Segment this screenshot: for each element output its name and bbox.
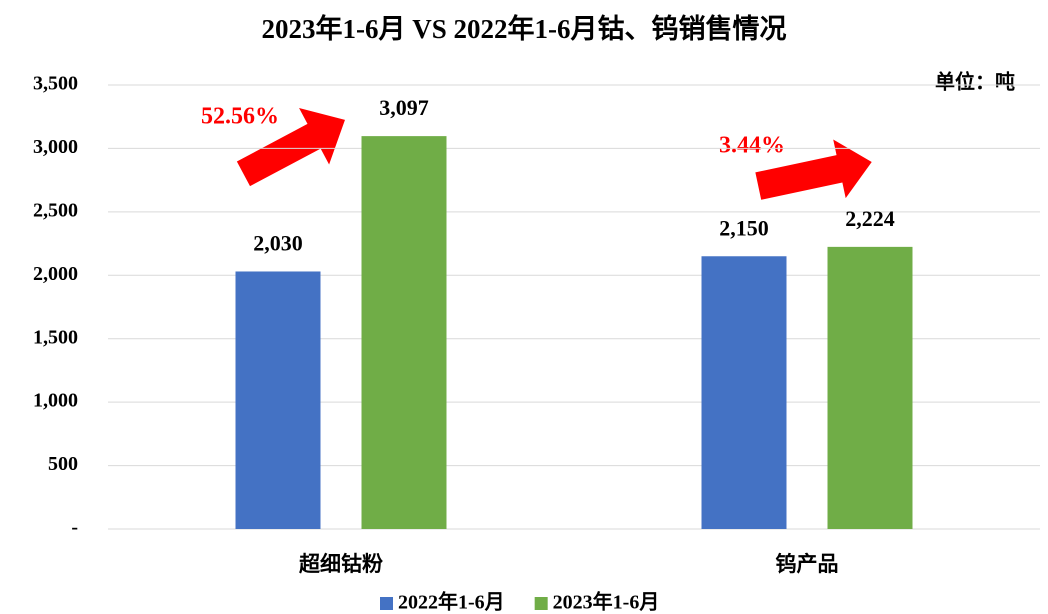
y-tick-label: 2,000 xyxy=(33,263,78,285)
x-tick-label: 钨产品 xyxy=(776,552,839,576)
legend-swatch xyxy=(534,597,548,610)
y-tick-label: 3,000 xyxy=(33,136,78,158)
bar xyxy=(235,271,321,529)
arrow xyxy=(236,108,345,187)
bar xyxy=(701,256,787,529)
bar xyxy=(361,136,447,530)
y-tick-label: 1,000 xyxy=(33,390,78,412)
legend-label: 2023年1-6月 xyxy=(553,590,660,614)
unit-label: 单位：吨 xyxy=(935,70,1015,94)
annotation: 3.44% xyxy=(719,133,785,159)
y-tick-label: - xyxy=(71,517,78,539)
bar xyxy=(827,246,913,529)
y-tick-label: 2,500 xyxy=(33,199,78,221)
y-tick-label: 1,500 xyxy=(33,326,78,348)
data-label: 3,097 xyxy=(379,95,429,120)
chart-title: 2023年1-6月 VS 2022年1-6月钴、钨销售情况 xyxy=(262,13,787,44)
data-label: 2,150 xyxy=(719,215,769,240)
x-tick-label: 超细钴粉 xyxy=(299,552,383,576)
annotation: 52.56% xyxy=(201,104,279,130)
y-tick-label: 500 xyxy=(48,453,78,475)
data-label: 2,224 xyxy=(845,206,895,231)
legend-label: 2022年1-6月 xyxy=(398,590,505,614)
legend-swatch xyxy=(380,597,393,610)
data-label: 2,030 xyxy=(253,231,303,256)
arrow xyxy=(755,139,872,200)
y-tick-label: 3,500 xyxy=(33,73,78,95)
